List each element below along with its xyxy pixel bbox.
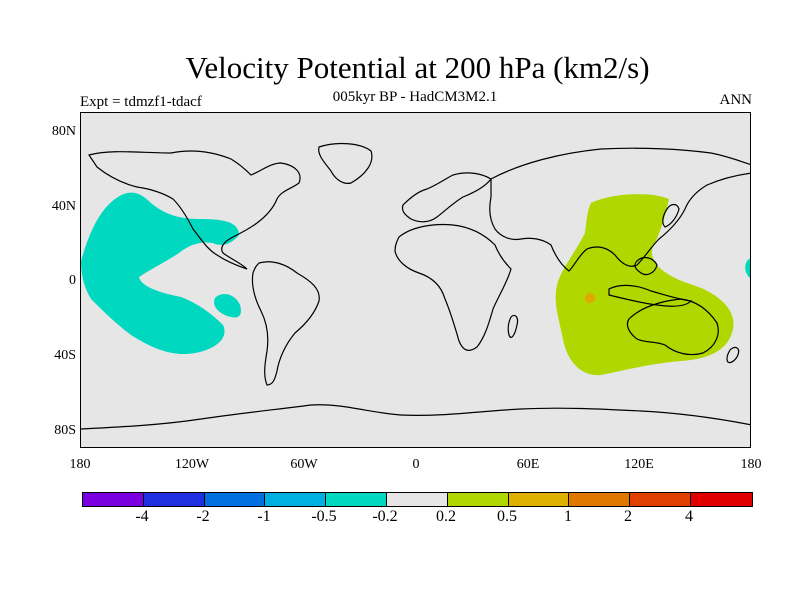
lon-label-0: 0 <box>412 457 420 472</box>
colorbar <box>82 492 753 507</box>
negative-region-east-edge <box>745 258 750 278</box>
map-canvas <box>81 142 750 430</box>
negative-region-blob <box>214 293 241 318</box>
lon-label-180e: 180 <box>740 457 762 472</box>
lat-label-80s: 80S <box>54 423 76 438</box>
lat-label-40s: 40S <box>54 348 76 363</box>
experiment-label: Expt = tdmzf1-tdacf <box>80 94 202 110</box>
lon-label-120w: 120W <box>174 457 210 472</box>
colorbar-box <box>508 493 570 506</box>
lon-label-60e: 60E <box>516 457 540 472</box>
colorbar-label: 1 <box>564 508 572 525</box>
map-title: Velocity Potential at 200 hPa (km2/s) <box>185 50 650 85</box>
colorbar-label: -4 <box>135 508 149 525</box>
lon-label-60w: 60W <box>290 457 318 472</box>
colorbar-box <box>143 493 205 506</box>
colorbar-label: -1 <box>257 508 271 525</box>
positive-spot <box>585 293 595 303</box>
colorbar-box <box>265 493 327 506</box>
lon-label-180w: 180 <box>69 457 91 472</box>
colorbar-label: -2 <box>196 508 210 525</box>
colorbar-box <box>326 493 387 506</box>
colorbar-box <box>204 493 266 506</box>
season-label: ANN <box>719 92 753 108</box>
map-subtitle: 005kyr BP - HadCM3M2.1 <box>332 89 498 105</box>
colorbar-label: -0.5 <box>311 508 337 525</box>
positive-region-indo-pacific <box>555 194 734 376</box>
colorbar-label: 2 <box>624 508 632 525</box>
colorbar-label: 0.5 <box>497 508 517 525</box>
colorbar-label: -0.2 <box>372 508 398 525</box>
lon-label-120e: 120E <box>624 457 654 472</box>
colorbar-box <box>630 493 691 506</box>
coastlines <box>81 142 750 430</box>
lat-label-80n: 80N <box>51 124 76 139</box>
colorbar-box <box>447 493 509 506</box>
colorbar-box <box>690 493 752 506</box>
lat-label-40n: 40N <box>51 199 76 214</box>
colorbar-box <box>386 493 448 506</box>
colorbar-box <box>83 493 144 506</box>
colorbar-box <box>569 493 631 506</box>
negative-region-pacific <box>81 192 239 355</box>
lat-label-0: 0 <box>69 273 76 288</box>
map-panel <box>80 112 751 448</box>
colorbar-label: 4 <box>685 508 693 525</box>
colorbar-label: 0.2 <box>436 508 456 525</box>
